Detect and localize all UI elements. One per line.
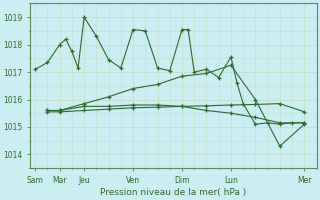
X-axis label: Pression niveau de la mer( hPa ): Pression niveau de la mer( hPa ) (100, 188, 247, 197)
